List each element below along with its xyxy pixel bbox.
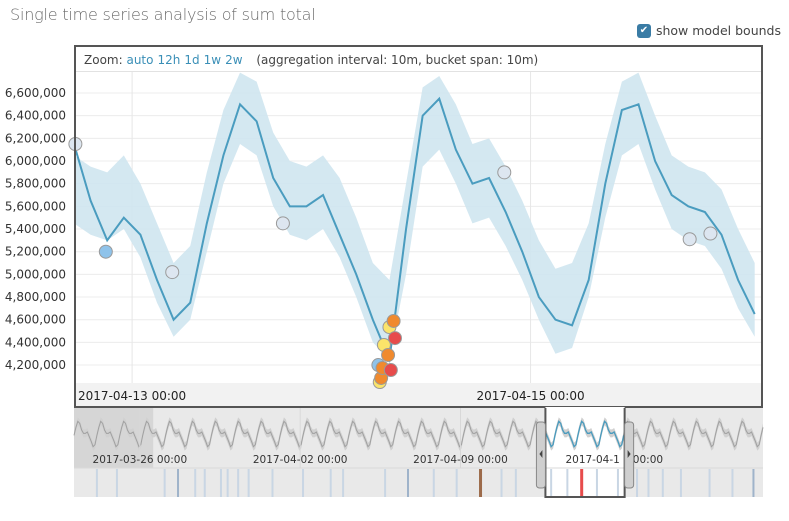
context-line	[73, 420, 764, 448]
y-tick-label: 4,600,000	[5, 313, 66, 327]
y-tick-label: 5,400,000	[5, 222, 66, 236]
swimlane-marker[interactable]	[237, 469, 240, 497]
y-tick-label: 4,200,000	[5, 358, 66, 372]
swimlane-marker[interactable]	[407, 469, 410, 497]
checkbox-checked-icon[interactable]: ✔	[636, 23, 651, 38]
anomaly-marker[interactable]	[497, 165, 512, 180]
zoom-auto[interactable]: auto	[126, 53, 154, 67]
swimlane-marker[interactable]	[595, 469, 598, 497]
y-tick-label: 6,000,000	[5, 154, 66, 168]
chart-background	[74, 45, 763, 408]
swimlane-marker[interactable]	[203, 469, 206, 497]
swimlane-marker[interactable]	[500, 469, 503, 497]
y-tick-label: 6,600,000	[5, 86, 66, 100]
swimlane-marker[interactable]	[514, 469, 517, 497]
x-axis-band	[74, 383, 763, 408]
swimlane-marker[interactable]	[226, 469, 229, 497]
swimlane-marker[interactable]	[647, 469, 650, 497]
y-tick-label: 6,400,000	[5, 109, 66, 123]
anomaly-marker[interactable]	[703, 226, 718, 241]
swimlane-marker[interactable]	[432, 469, 435, 497]
model-bounds-area	[74, 72, 755, 360]
anomaly-marker[interactable]	[381, 347, 396, 362]
y-tick-label: 4,800,000	[5, 290, 66, 304]
zoom-bar: Zoom: auto 12h 1d 1w 2w (aggregation interva…	[76, 47, 761, 72]
swimlane-marker[interactable]	[177, 469, 180, 497]
series-line	[73, 96, 756, 364]
swimlane-marker[interactable]	[384, 469, 387, 497]
chart-frame	[74, 45, 763, 408]
anomaly-marker[interactable]	[275, 216, 290, 231]
anomaly-marker[interactable]	[387, 331, 402, 346]
zoom-1d[interactable]: 1d	[184, 53, 200, 67]
swimlane-marker[interactable]	[679, 469, 682, 497]
context-tick-label: 00:00	[633, 454, 663, 466]
swimlane-marker[interactable]	[580, 469, 584, 497]
anomaly-marker[interactable]	[165, 265, 180, 280]
x-tick-label: 2017-04-15 00:00	[476, 389, 584, 403]
swimlane-marker[interactable]	[194, 469, 197, 497]
anomaly-marker[interactable]	[386, 313, 401, 328]
zoom-2w[interactable]: 2w	[225, 53, 243, 67]
context-selection	[545, 407, 625, 497]
swimlane-marker[interactable]	[708, 469, 711, 497]
brush-handle-left[interactable]	[535, 421, 546, 489]
y-tick-label: 5,800,000	[5, 177, 66, 191]
context-bounds-area	[74, 417, 763, 451]
swimlane-marker[interactable]	[163, 469, 166, 497]
y-tick-label: 6,200,000	[5, 131, 66, 145]
y-tick-label: 4,400,000	[5, 335, 66, 349]
x-tick-label: 2017-04-13 00:00	[78, 389, 186, 403]
swimlane-marker[interactable]	[219, 469, 222, 497]
swimlane-marker[interactable]	[271, 469, 274, 497]
swimlane-marker[interactable]	[616, 469, 619, 497]
swimlane-marker[interactable]	[329, 469, 332, 497]
brush-handle-right[interactable]	[624, 421, 635, 489]
zoom-12h[interactable]: 12h	[157, 53, 181, 67]
y-tick-label: 5,600,000	[5, 199, 66, 213]
context-tick-label: 2017-04-1	[565, 454, 619, 466]
show-model-bounds-toggle[interactable]: ✔ show model bounds	[636, 23, 781, 38]
y-tick-label: 5,000,000	[5, 267, 66, 281]
swimlane-marker[interactable]	[661, 469, 664, 497]
swimlane-marker[interactable]	[342, 469, 345, 497]
show-model-bounds-label: show model bounds	[655, 23, 781, 38]
swimlane-marker[interactable]	[455, 469, 458, 497]
swimlane-marker[interactable]	[115, 469, 118, 497]
swimlane-marker[interactable]	[731, 469, 734, 497]
swimlane-marker[interactable]	[550, 469, 553, 497]
context-tick-label: 2017-04-02 00:00	[253, 454, 348, 466]
swimlane-marker[interactable]	[95, 469, 98, 497]
context-tick-label: 2017-04-09 00:00	[413, 454, 508, 466]
zoom-1w[interactable]: 1w	[203, 53, 222, 67]
aggregation-info: (aggregation interval: 10m, bucket span:…	[256, 53, 539, 67]
swimlane-marker[interactable]	[566, 469, 569, 497]
anomaly-marker[interactable]	[98, 244, 113, 259]
caret-right-icon	[627, 450, 631, 458]
zoom-label: Zoom:	[84, 53, 123, 67]
context-selected-line	[544, 420, 625, 448]
caret-left-icon	[539, 450, 543, 458]
swimlane-marker[interactable]	[247, 469, 250, 497]
swimlane-marker[interactable]	[479, 469, 483, 497]
swimlane-marker[interactable]	[302, 469, 305, 497]
swimlane-marker[interactable]	[636, 469, 639, 497]
anomaly-marker[interactable]	[682, 232, 697, 247]
swimlane-marker[interactable]	[752, 469, 755, 497]
y-tick-label: 5,200,000	[5, 245, 66, 259]
anomaly-marker[interactable]	[383, 363, 398, 378]
page-title: Single time series analysis of sum total	[10, 5, 316, 24]
context-tick-label: 2017-03-26 00:00	[93, 454, 188, 466]
